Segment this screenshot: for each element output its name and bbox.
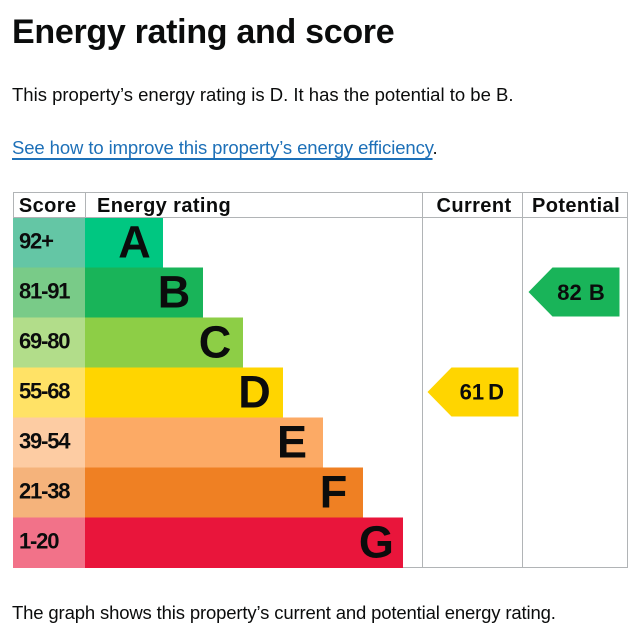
svg-text:Score: Score <box>18 195 76 217</box>
svg-text:92+: 92+ <box>19 228 53 253</box>
svg-text:Potential: Potential <box>531 195 619 217</box>
svg-text:B: B <box>588 280 604 305</box>
svg-text:D: D <box>488 380 504 405</box>
svg-text:69-80: 69-80 <box>19 328 70 353</box>
svg-text:55-68: 55-68 <box>19 378 70 403</box>
svg-text:B: B <box>157 267 190 318</box>
svg-text:E: E <box>276 417 306 468</box>
svg-text:61: 61 <box>459 380 483 405</box>
svg-text:D: D <box>238 367 271 418</box>
svg-text:82: 82 <box>557 280 581 305</box>
svg-text:F: F <box>319 467 347 518</box>
svg-text:A: A <box>118 217 151 268</box>
svg-text:G: G <box>358 517 393 568</box>
svg-text:Current: Current <box>436 195 511 217</box>
svg-text:81-91: 81-91 <box>19 278 70 303</box>
svg-text:39-54: 39-54 <box>19 428 71 453</box>
svg-text:C: C <box>198 317 231 368</box>
svg-text:Energy rating: Energy rating <box>97 195 231 217</box>
svg-text:1-20: 1-20 <box>19 528 59 553</box>
svg-text:21-38: 21-38 <box>19 478 70 503</box>
